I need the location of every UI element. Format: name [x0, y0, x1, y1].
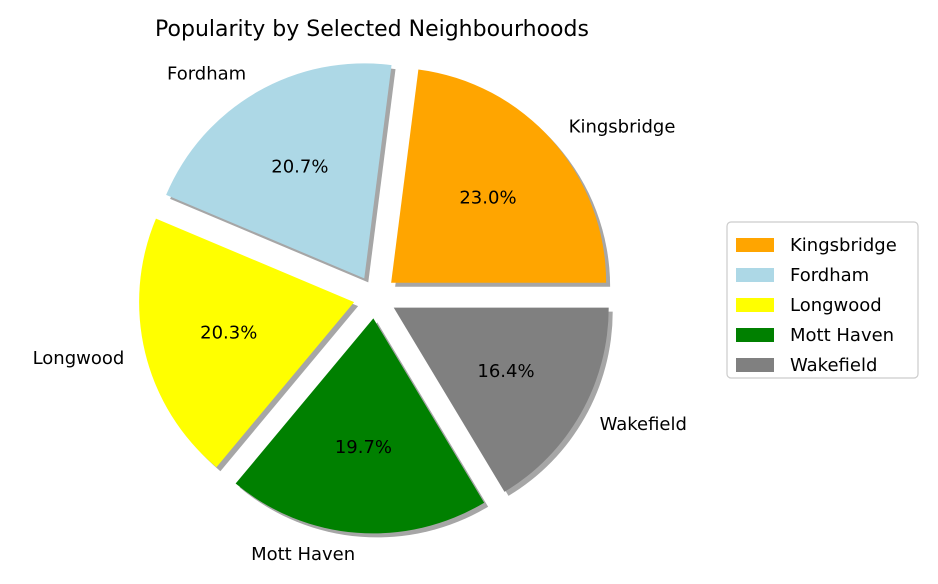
pie-slices — [139, 63, 609, 534]
category-label-wakefield: Wakefield — [600, 414, 687, 435]
category-label-mott-haven: Mott Haven — [251, 544, 355, 565]
legend-swatch-longwood — [736, 298, 774, 312]
value-label-fordham: 20.7% — [271, 157, 328, 178]
legend-swatch-mott-haven — [736, 328, 774, 342]
slice-wakefield — [393, 307, 609, 492]
legend-label-fordham: Fordham — [790, 265, 869, 286]
legend-label-wakefield: Wakefield — [790, 355, 877, 376]
value-label-mott-haven: 19.7% — [335, 437, 392, 458]
category-label-fordham: Fordham — [167, 63, 246, 84]
slice-fordham — [166, 63, 392, 279]
legend-swatch-wakefield — [736, 358, 774, 372]
chart-title: Popularity by Selected Neighbourhoods — [155, 17, 589, 42]
pie-labels: 23.0% Kingsbridge 20.7% Fordham 20.3% Longwoo… — [33, 63, 687, 565]
legend-label-mott-haven: Mott Haven — [790, 325, 894, 346]
slice-kingsbridge — [391, 69, 607, 283]
slice-longwood — [139, 218, 355, 468]
legend-swatch-kingsbridge — [736, 238, 774, 252]
slice-mott-haven — [235, 318, 485, 534]
category-label-kingsbridge: Kingsbridge — [569, 117, 676, 138]
category-label-longwood: Longwood — [33, 348, 125, 369]
value-label-longwood: 20.3% — [200, 323, 257, 344]
legend-label-longwood: Longwood — [790, 295, 882, 316]
legend: Kingsbridge Fordham Longwood Mott Haven Wake… — [726, 221, 919, 379]
legend-label-kingsbridge: Kingsbridge — [790, 235, 897, 256]
legend-box — [726, 221, 919, 379]
value-label-kingsbridge: 23.0% — [459, 188, 516, 209]
legend-swatch-fordham — [736, 268, 774, 282]
value-label-wakefield: 16.4% — [477, 361, 534, 382]
